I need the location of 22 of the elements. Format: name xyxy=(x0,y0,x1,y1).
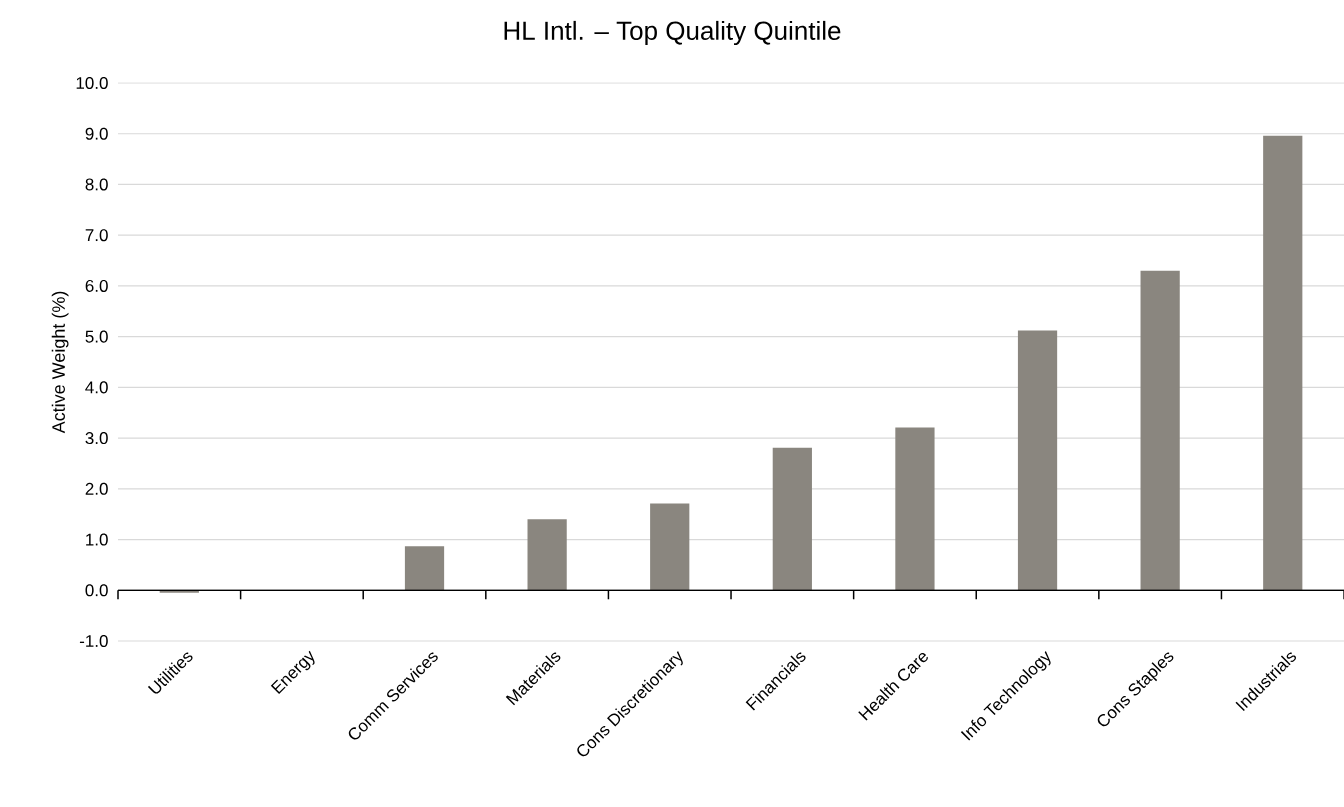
chart-title: HL Intl. – Top Quality Quintile xyxy=(504,20,841,46)
y-tick-label: 0.0 xyxy=(85,584,108,597)
bar xyxy=(772,447,812,591)
bar xyxy=(1017,330,1058,591)
y-tick-label: 6.0 xyxy=(85,279,108,292)
y-tick-label: 7.0 xyxy=(85,229,108,242)
bar xyxy=(527,519,567,591)
bar xyxy=(650,503,690,591)
bar xyxy=(1140,270,1180,591)
y-tick-label: 10.0 xyxy=(76,76,108,90)
y-tick-label: 2.0 xyxy=(85,482,108,495)
y-tick-label: 9.0 xyxy=(85,127,108,140)
bar xyxy=(895,427,935,591)
y-tick-label: 5.0 xyxy=(85,330,108,343)
bar xyxy=(1263,135,1303,591)
y-tick-label: 8.0 xyxy=(85,178,108,191)
y-tick-label: 3.0 xyxy=(85,432,108,445)
y-tick-label: 4.0 xyxy=(85,381,108,394)
y-tick-label: -1.0 xyxy=(79,634,108,648)
y-axis-title: Active Weight (%) xyxy=(51,291,69,434)
bar xyxy=(404,546,445,591)
y-tick-label: 1.0 xyxy=(86,533,108,546)
